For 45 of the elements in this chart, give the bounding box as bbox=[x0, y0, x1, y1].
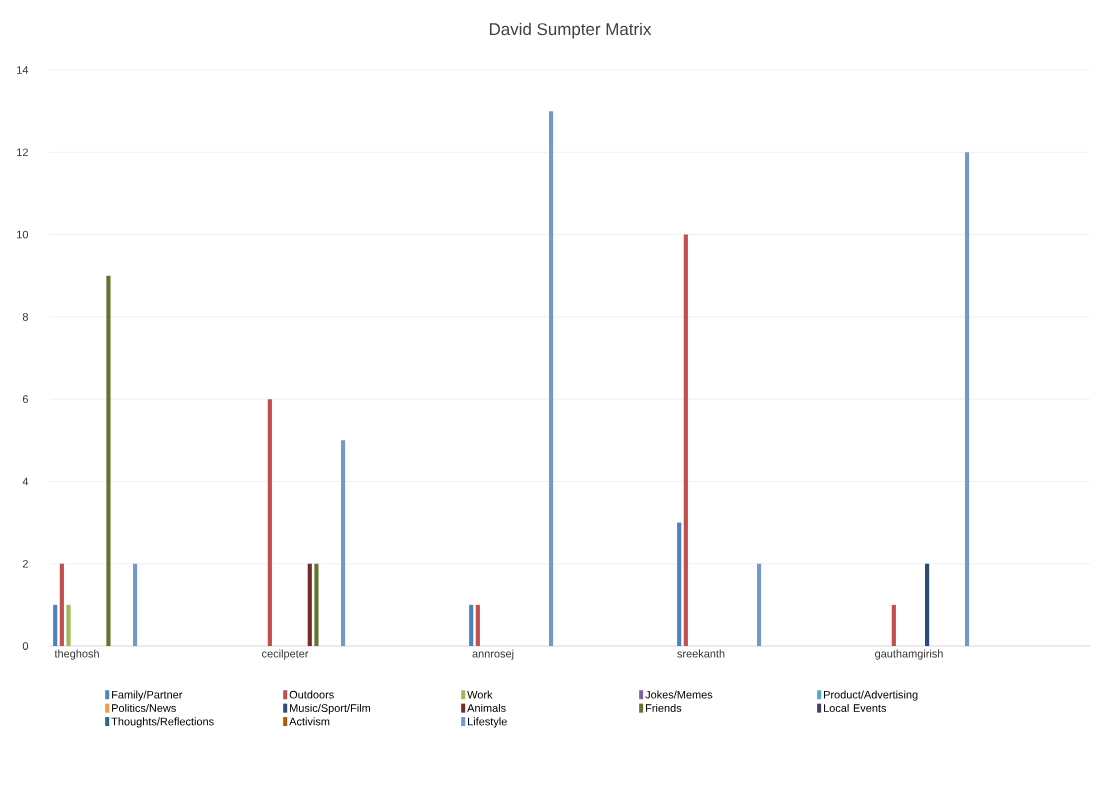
y-tick-label: 0 bbox=[22, 642, 29, 650]
y-tick-label: 14 bbox=[17, 66, 29, 74]
legend-label: Jokes/Memes bbox=[645, 690, 713, 699]
chart-title: David Sumpter Matrix bbox=[489, 22, 652, 39]
x-tick-label: cecilpeter bbox=[262, 649, 309, 660]
bar bbox=[475, 604, 480, 646]
legend-label: Friends bbox=[646, 703, 682, 712]
bar bbox=[469, 604, 474, 646]
bar bbox=[891, 604, 896, 646]
x-tick-label: sreekanth bbox=[677, 649, 725, 658]
bar bbox=[925, 563, 930, 646]
x-tick-label: gauthamgirish bbox=[875, 649, 943, 660]
bar bbox=[307, 563, 312, 646]
bar bbox=[548, 111, 554, 646]
y-tick-label: 6 bbox=[22, 395, 28, 404]
legend-label: Thoughts/Reflections bbox=[111, 717, 214, 728]
x-tick-label: theghosh bbox=[54, 649, 99, 660]
bar bbox=[756, 563, 762, 646]
y-tick-label: 8 bbox=[22, 312, 28, 321]
bar bbox=[683, 234, 688, 646]
bar bbox=[964, 152, 970, 646]
legend-label: Animals bbox=[467, 703, 506, 712]
bar bbox=[267, 399, 272, 646]
legend-label: Family/Partner bbox=[112, 690, 183, 701]
bar bbox=[340, 440, 346, 646]
legend-label: Local Events bbox=[824, 703, 887, 712]
legend-label: Politics/News bbox=[112, 703, 176, 712]
x-tick-label: annrosej bbox=[472, 649, 514, 660]
y-tick-label: 12 bbox=[17, 148, 28, 157]
legend-label: Outdoors bbox=[289, 690, 334, 699]
y-tick-label: 4 bbox=[22, 477, 29, 486]
legend-label: Lifestyle bbox=[468, 717, 507, 728]
legend-label: Work bbox=[467, 690, 493, 699]
bar bbox=[314, 563, 319, 646]
bar bbox=[677, 522, 682, 646]
legend-label: Activism bbox=[289, 717, 330, 726]
legend-label: Music/Sport/Film bbox=[290, 703, 371, 715]
bar bbox=[106, 275, 111, 646]
bar bbox=[59, 563, 64, 646]
y-tick-label: 10 bbox=[17, 230, 29, 239]
bar bbox=[66, 604, 71, 646]
legend-label: Product/Advertising bbox=[824, 690, 918, 701]
y-tick-label: 2 bbox=[22, 559, 28, 568]
bar bbox=[53, 604, 58, 646]
bar bbox=[132, 563, 138, 646]
